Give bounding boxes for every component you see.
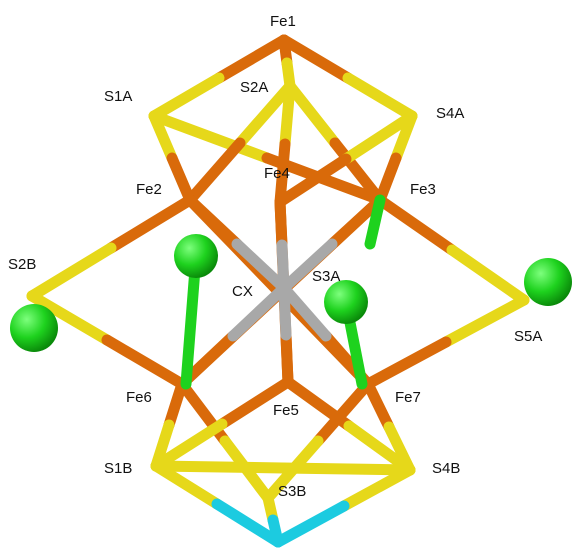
label-s3b: S3B — [278, 483, 306, 500]
chlorine-atom-3 — [324, 280, 368, 324]
bond-s4b-cb-half-b — [272, 500, 350, 548]
bond-fe1-s4a-half-a — [278, 34, 354, 84]
bond-fe1-s1a-half-b — [148, 72, 225, 122]
bond-fe5-s4b-half-b — [343, 420, 416, 476]
label-s1a: S1A — [104, 88, 132, 105]
label-s2a: S2A — [240, 79, 268, 96]
label-s1b: S1B — [104, 460, 132, 477]
bond-s1a-fe2-half-b — [166, 152, 196, 206]
bond-s4a-fe3-half-a — [390, 110, 418, 164]
label-fe5: Fe5 — [273, 402, 299, 419]
bond-s4a-fe4-half-a — [340, 110, 418, 165]
bonds-layer — [26, 34, 530, 548]
label-s4a: S4A — [436, 105, 464, 122]
bond-fe7-cx-half-b — [278, 282, 332, 342]
bond-fe2-s2b-half-b — [26, 242, 117, 302]
bond-fe2-s2b-half-a — [105, 194, 196, 254]
chlorine-atoms — [10, 234, 572, 352]
label-s3a: S3A — [312, 268, 340, 285]
bond-fe7-s3b-half-a — [312, 378, 374, 447]
bond-fe5-cx-half-a — [280, 329, 294, 388]
bond-fe3-s5a-half-b — [446, 244, 530, 306]
bond-fe4-cx-half-a — [274, 196, 288, 251]
bond-fe3-s5a-half-a — [374, 194, 458, 256]
bond-s1b-s4b-half-a — [150, 460, 289, 474]
bond-s1a-fe2-half-a — [148, 110, 178, 164]
bond-fe6-s1b-half-a — [163, 378, 188, 431]
bond-s2a-fe2-half-b — [184, 137, 246, 206]
label-fe7: Fe7 — [395, 389, 421, 406]
bond-s1b-cb-half-a — [150, 460, 223, 510]
bond-s2a-fe3-half-b — [329, 137, 386, 206]
bond-s5a-fe7-half-b — [362, 336, 452, 390]
bond-s2b-fe6-half-b — [101, 334, 188, 390]
label-fe6: Fe6 — [126, 389, 152, 406]
bond-fe1-s1a-half-a — [213, 34, 290, 84]
label-fe3: Fe3 — [410, 181, 436, 198]
bond-fe6-cx-half-b — [227, 282, 290, 342]
bond-s2a-fe4-half-b — [274, 138, 291, 208]
bond-fe7-s4b-half-b — [383, 421, 416, 476]
label-s4b: S4B — [432, 460, 460, 477]
atom-labels: Fe1 S1A S2A S4A Fe2 Fe4 Fe3 S2B CX S3A S… — [8, 13, 542, 500]
bond-s1b-cb-half-b — [211, 498, 284, 548]
bond-s5a-fe7-half-a — [440, 294, 530, 348]
bond-green-right-upper — [364, 194, 386, 250]
bond-s4b-cb-half-a — [338, 464, 416, 512]
bond-fe7-s4b-half-a — [362, 378, 395, 433]
bond-s1a-fe3-half-a — [148, 110, 273, 164]
bond-s3b-cb-half-b — [267, 514, 284, 548]
chlorine-atom-2 — [10, 304, 58, 352]
bond-s4a-fe3-half-b — [374, 152, 402, 206]
label-s2b: S2B — [8, 256, 36, 273]
label-s5a: S5A — [514, 328, 542, 345]
chlorine-atom-1 — [174, 234, 218, 278]
bond-fe1-s4a-half-b — [342, 72, 418, 122]
chlorine-atom-4 — [524, 258, 572, 306]
bond-fe5-s1b-half-b — [150, 418, 228, 472]
label-fe4: Fe4 — [264, 165, 290, 182]
label-fe2: Fe2 — [136, 181, 162, 198]
bond-fe3-cx-half-b — [278, 238, 338, 294]
bond-s1b-s4b-half-b — [277, 462, 416, 476]
bond-fe4-cx-half-b — [276, 239, 290, 294]
label-fe1: Fe1 — [270, 13, 296, 30]
bond-fe5-s1b-half-a — [216, 376, 294, 430]
bond-s2a-fe2-half-a — [234, 80, 296, 149]
bond-s2a-fe3-half-a — [284, 80, 341, 149]
label-cx: CX — [232, 283, 253, 300]
bond-fe3-cx-half-a — [326, 194, 386, 250]
bond-s4a-fe4-half-b — [274, 153, 352, 208]
bond-fe2-cx-half-b — [231, 238, 290, 294]
bond-fe2-cx-half-a — [184, 194, 243, 250]
bond-s2b-fe6-half-a — [26, 290, 113, 346]
bond-s2a-fe4-half-a — [279, 80, 296, 150]
